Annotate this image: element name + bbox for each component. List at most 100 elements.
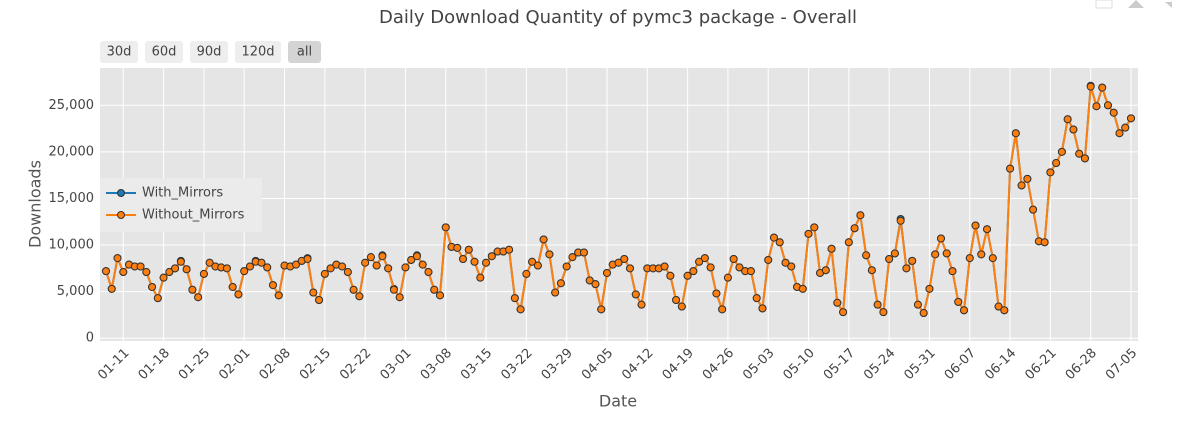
data-point	[695, 257, 704, 266]
data-point	[228, 282, 237, 291]
data-point	[320, 269, 329, 278]
range-button[interactable]	[288, 41, 321, 63]
data-point	[833, 298, 842, 307]
data-point	[528, 257, 537, 266]
data-point	[706, 263, 715, 272]
x-tick-label: 04-26	[700, 346, 737, 383]
data-point	[407, 255, 416, 264]
data-point	[804, 229, 813, 238]
range-button-label[interactable]: all	[297, 45, 312, 60]
data-point	[902, 264, 911, 273]
data-point	[758, 304, 767, 313]
range-button[interactable]	[235, 41, 281, 63]
data-point	[148, 282, 157, 291]
data-point	[936, 234, 945, 243]
data-point	[102, 267, 110, 276]
marks	[102, 81, 1135, 318]
range-button-label[interactable]: 30d	[107, 45, 132, 60]
data-point	[430, 285, 439, 294]
range-button-label[interactable]: 120d	[241, 45, 274, 60]
data-point	[908, 256, 917, 265]
data-point	[597, 305, 606, 314]
data-point	[954, 297, 963, 306]
data-point	[1057, 147, 1066, 156]
x-tick-label: 05-17	[821, 346, 858, 383]
data-point	[798, 284, 807, 293]
x-tick-label: 01-18	[136, 346, 173, 383]
x-axis-title: Date	[599, 392, 637, 411]
data-point	[787, 262, 796, 271]
data-point	[1086, 82, 1095, 91]
data-point	[1069, 125, 1078, 134]
data-point	[176, 257, 185, 266]
data-point	[476, 273, 485, 282]
data-point	[827, 244, 836, 253]
data-point	[821, 266, 830, 275]
data-point	[1109, 108, 1118, 117]
data-point	[1017, 181, 1026, 190]
y-tick-label: 5,000	[57, 284, 94, 299]
data-point	[931, 250, 940, 259]
y-tick-label: 25,000	[49, 98, 95, 113]
data-point	[1075, 149, 1084, 158]
data-point	[453, 243, 462, 252]
home-icon[interactable]	[1128, 0, 1144, 8]
x-tick-label: 07-05	[1103, 346, 1140, 383]
data-point	[718, 305, 727, 314]
data-point	[879, 308, 888, 317]
data-point	[107, 284, 116, 293]
data-point	[240, 267, 249, 276]
zoom-icon[interactable]	[1095, 0, 1113, 9]
x-tick-label: 02-01	[216, 346, 253, 383]
data-point	[188, 285, 197, 294]
data-point	[660, 262, 669, 271]
data-point	[1063, 115, 1072, 124]
data-point	[873, 300, 882, 309]
data-point	[522, 269, 531, 278]
data-point	[1121, 123, 1130, 132]
data-point	[1040, 238, 1049, 247]
data-point	[441, 223, 450, 232]
range-button[interactable]	[145, 41, 183, 63]
range-button-label[interactable]: 90d	[197, 45, 222, 60]
data-point	[303, 255, 312, 264]
chart-title: Daily Download Quantity of pymc3 package…	[379, 7, 857, 28]
data-point	[890, 249, 899, 258]
data-point	[769, 233, 778, 242]
data-point	[349, 285, 358, 294]
x-tick-label: 06-14	[982, 346, 1019, 383]
x-tick-label: 03-22	[498, 346, 535, 383]
x-tick-label: 06-07	[942, 346, 979, 383]
legend-label: Without_Mirrors	[142, 208, 245, 223]
range-button-label[interactable]: 60d	[152, 45, 177, 60]
data-point	[418, 260, 427, 269]
y-tick-label: 0	[86, 331, 94, 346]
x-tick-label: 02-08	[256, 346, 293, 383]
x-tick-label: 04-05	[579, 346, 616, 383]
data-point	[672, 296, 681, 305]
data-point	[199, 269, 208, 278]
data-point	[585, 276, 594, 285]
x-tick-label: 03-01	[377, 346, 414, 383]
range-button[interactable]	[190, 41, 228, 63]
data-point	[960, 306, 969, 315]
data-point	[355, 292, 364, 301]
data-point	[764, 255, 773, 264]
data-point	[343, 268, 352, 277]
data-point	[1115, 129, 1124, 138]
data-point	[268, 281, 277, 290]
data-point	[677, 302, 686, 311]
data-point	[1046, 168, 1055, 177]
data-point	[159, 273, 168, 282]
data-point	[925, 284, 934, 293]
data-point	[919, 309, 928, 318]
spike-icon[interactable]	[1165, 2, 1172, 8]
data-point	[602, 268, 611, 277]
toolbar-icons[interactable]	[1095, 0, 1172, 9]
range-button[interactable]	[100, 41, 138, 63]
data-point	[896, 216, 905, 225]
x-tick-label: 01-25	[176, 346, 213, 383]
data-point	[942, 249, 951, 258]
x-tick-label: 02-22	[337, 346, 374, 383]
data-point	[464, 245, 473, 254]
